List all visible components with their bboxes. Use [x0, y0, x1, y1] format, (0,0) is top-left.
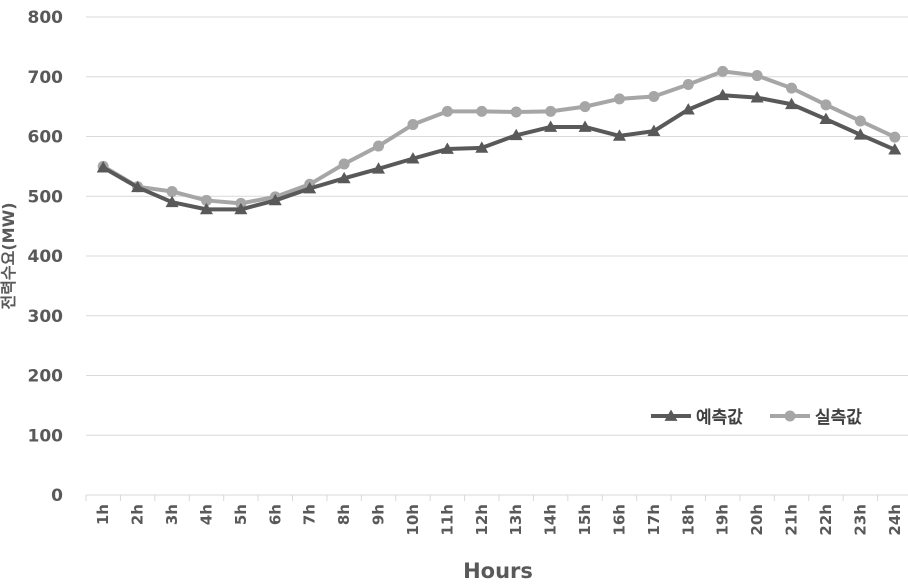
data-point — [682, 79, 694, 91]
data-point — [681, 103, 695, 115]
data-point — [853, 128, 867, 140]
data-point — [165, 195, 179, 208]
data-point — [440, 142, 454, 154]
x-tick-label: 11h — [438, 504, 456, 536]
x-tick-label: 19h — [714, 504, 732, 536]
series-actual — [97, 65, 901, 209]
series-line — [102, 93, 896, 212]
data-point — [785, 97, 799, 110]
x-tick-label: 23h — [851, 504, 869, 536]
data-point — [476, 105, 488, 117]
data-point — [268, 193, 282, 206]
data-point — [407, 119, 419, 131]
data-point — [648, 90, 660, 102]
x-tick-label: 1h — [94, 504, 112, 525]
y-axis-title: 전력수요(MW) — [0, 202, 18, 309]
y-tick-label: 400 — [28, 247, 64, 267]
x-tick-label: 4h — [197, 504, 215, 525]
series-group — [96, 65, 902, 215]
y-tick-label: 0 — [51, 486, 63, 506]
x-tick-label: 10h — [404, 504, 422, 536]
x-axis-ticks: 1h 2h 3h 4h 5h 6h 7h 8h 9h 10h 11h 12h 13h 14h 15h 16h 1… — [85, 494, 908, 536]
x-tick-label: 20h — [748, 504, 766, 536]
y-tick-label: 800 — [28, 8, 64, 28]
data-point — [441, 105, 453, 117]
legend-item: 예측값 — [651, 408, 743, 428]
data-point — [889, 131, 901, 143]
x-tick-label: 7h — [301, 504, 319, 525]
y-tick-label: 200 — [28, 367, 64, 387]
data-point — [200, 194, 212, 206]
series-forecast — [96, 88, 902, 215]
legend-marker — [784, 410, 796, 422]
x-tick-label: 5h — [232, 504, 250, 525]
legend-label: 예측값 — [696, 408, 743, 428]
legend-item: 실측값 — [770, 408, 862, 428]
data-point — [888, 143, 902, 155]
y-tick-label: 600 — [28, 128, 64, 148]
x-tick-label: 8h — [335, 504, 353, 525]
x-tick-label: 9h — [370, 504, 388, 525]
data-point — [716, 88, 730, 101]
x-tick-label: 21h — [783, 504, 801, 536]
x-tick-label: 16h — [610, 504, 628, 536]
y-tick-label: 100 — [28, 426, 64, 446]
data-point — [510, 106, 522, 118]
y-tick-label: 700 — [28, 68, 64, 88]
x-tick-label: 22h — [817, 504, 835, 536]
x-tick-label: 24h — [886, 504, 904, 536]
data-point — [338, 158, 350, 170]
gridlines — [86, 16, 908, 496]
legend: 예측값 실측값 — [651, 408, 862, 428]
data-point — [786, 82, 798, 94]
data-point — [166, 185, 178, 197]
x-tick-label: 14h — [542, 504, 560, 536]
data-point — [475, 141, 489, 153]
series-line — [102, 69, 896, 206]
data-point — [820, 99, 832, 111]
y-tick-label: 500 — [28, 187, 64, 207]
data-point — [303, 181, 317, 194]
legend-label: 실측값 — [815, 408, 862, 428]
x-tick-label: 17h — [645, 504, 663, 536]
x-tick-label: 18h — [679, 504, 697, 536]
x-tick-label: 15h — [576, 504, 594, 536]
data-point — [647, 124, 661, 136]
data-point — [717, 65, 729, 77]
data-point — [750, 91, 764, 103]
data-point — [578, 120, 592, 132]
x-tick-label: 6h — [266, 504, 284, 525]
data-point — [509, 128, 523, 141]
data-point — [854, 115, 866, 127]
legend-marker — [664, 409, 678, 421]
data-point — [751, 70, 763, 82]
data-point — [819, 112, 833, 125]
data-point — [613, 93, 625, 105]
y-tick-label: 300 — [28, 307, 64, 327]
data-point — [337, 171, 351, 184]
data-point — [199, 202, 213, 215]
data-point — [406, 152, 420, 164]
data-point — [96, 161, 110, 173]
x-tick-label: 2h — [129, 504, 147, 525]
data-point — [234, 202, 248, 215]
x-tick-label: 3h — [163, 504, 181, 525]
data-point — [612, 129, 626, 141]
x-tick-label: 12h — [473, 504, 491, 536]
data-point — [373, 140, 385, 152]
data-point — [131, 180, 145, 193]
data-point — [545, 105, 557, 117]
y-axis-ticks: 0 100 200 300 400 500 600 700 800 — [28, 8, 64, 506]
data-point — [579, 101, 591, 113]
x-tick-label: 13h — [507, 504, 525, 536]
data-point — [544, 120, 558, 132]
data-point — [372, 162, 386, 174]
x-axis-title: Hours — [463, 559, 533, 583]
